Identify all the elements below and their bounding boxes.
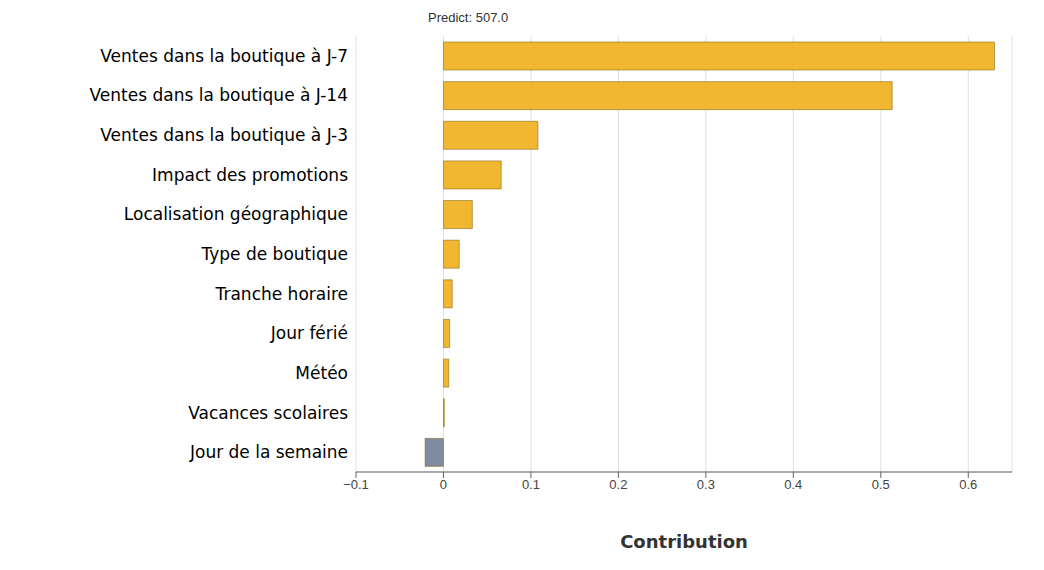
svg-text:Vacances scolaires: Vacances scolaires (188, 403, 348, 423)
svg-text:0.4: 0.4 (784, 477, 802, 492)
svg-text:0: 0 (440, 477, 447, 492)
svg-text:Type de boutique: Type de boutique (201, 244, 348, 264)
svg-text:0.5: 0.5 (872, 477, 890, 492)
svg-text:0.6: 0.6 (959, 477, 977, 492)
svg-text:Contribution: Contribution (620, 531, 748, 552)
svg-text:Tranche horaire: Tranche horaire (215, 284, 348, 304)
svg-text:Météo: Météo (295, 363, 348, 383)
svg-text:Ventes dans la boutique à J-3: Ventes dans la boutique à J-3 (100, 125, 348, 145)
html-text:Predict: 507.0: Predict: 507.0 (428, 10, 509, 25)
svg-text:Ventes dans la boutique à J-14: Ventes dans la boutique à J-14 (90, 85, 349, 105)
svg-text:0.1: 0.1 (522, 477, 540, 492)
svg-text:−0.1: −0.1 (343, 477, 369, 492)
svg-text:Ventes dans la boutique à J-7: Ventes dans la boutique à J-7 (100, 46, 348, 66)
svg-text:Localisation géographique: Localisation géographique (124, 204, 348, 224)
svg-text:Impact des promotions: Impact des promotions (152, 165, 348, 185)
svg-text:0.2: 0.2 (609, 477, 627, 492)
svg-text:0.3: 0.3 (697, 477, 715, 492)
svg-text:Jour férié: Jour férié (270, 323, 348, 343)
svg-text:Jour de la semaine: Jour de la semaine (189, 442, 348, 462)
